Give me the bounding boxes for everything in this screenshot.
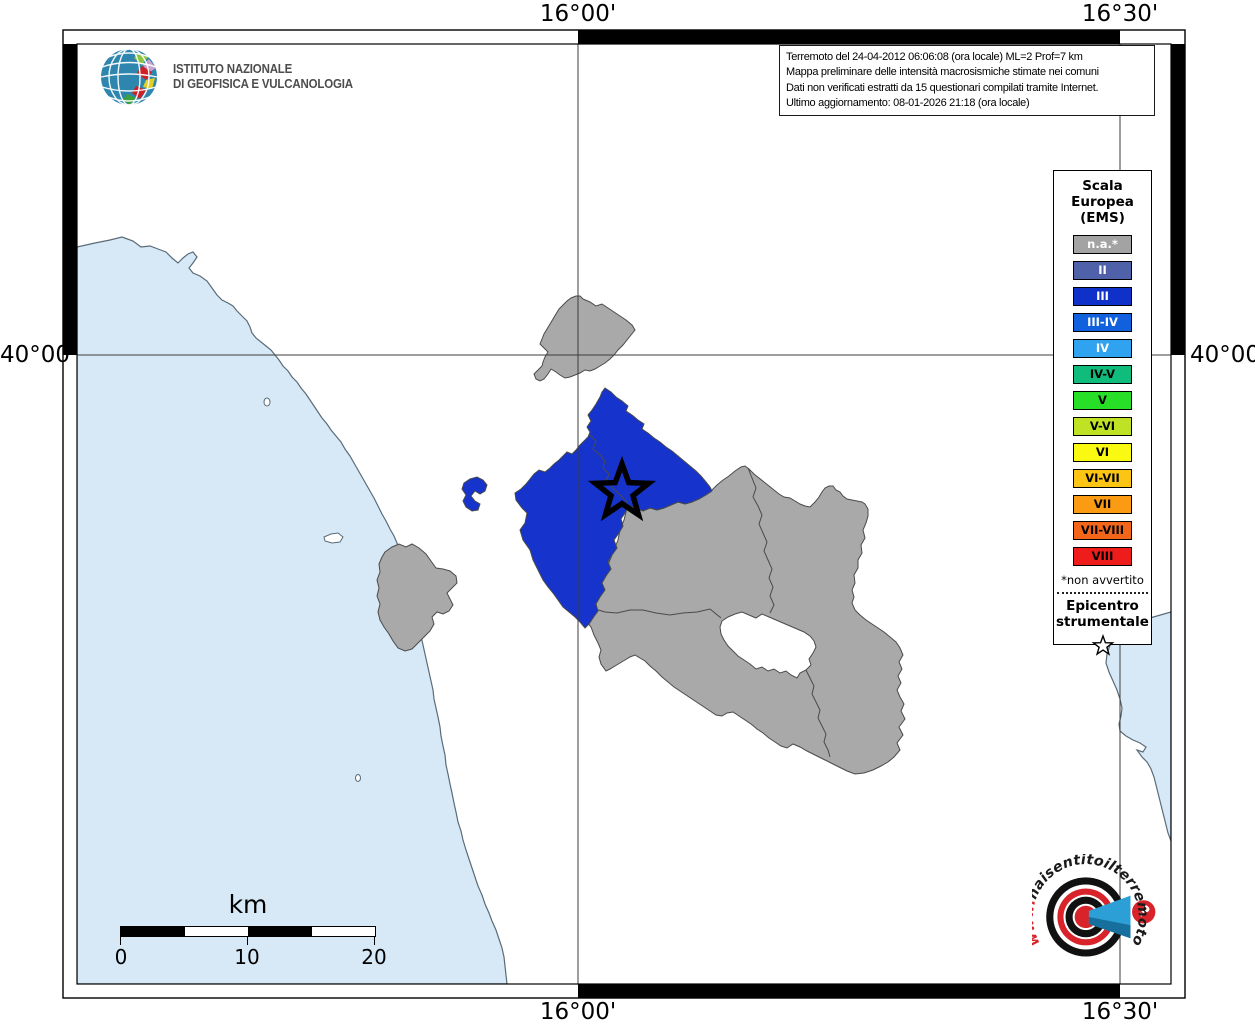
municipality-no-data-west (376, 543, 458, 652)
legend-footnote: *non avvertito (1061, 573, 1144, 587)
legend-swatch-na: n.a.* (1073, 235, 1132, 254)
map-frame (62, 29, 1186, 999)
axis-label-left-40-00: 40°00' (0, 342, 77, 368)
question-mark-icon: ? (1132, 900, 1156, 924)
legend-swatch-iv: IV (1073, 339, 1132, 358)
ingv-name-line2: DI GEOFISICA E VULCANOLOGIA (173, 77, 353, 91)
municipality-enclave-white (719, 611, 817, 679)
legend-swatch-iii: III (1073, 287, 1132, 306)
islet-small-north (263, 397, 271, 407)
legend-epicenter-label: Epicentro strumentale (1056, 598, 1149, 630)
municipality-intensity-iii-exclave (461, 476, 488, 512)
municipality-border-se (805, 669, 831, 758)
bullseye-icon (1046, 877, 1126, 957)
legend-title: Scala Europea (EMS) (1071, 178, 1134, 226)
legend-swatch-vi-vii: VI-VII (1073, 469, 1132, 488)
axis-label-top-16-00: 16°00' (539, 1, 617, 27)
legend-swatch-iii-iv: III-IV (1073, 313, 1132, 332)
legend-divider (1057, 592, 1148, 594)
intensity-legend: Scala Europea (EMS) n.a.* II III III-IV … (1053, 170, 1152, 656)
scale-bar-label-0: 0 (114, 945, 128, 969)
legend-swatch-ii: II (1073, 261, 1132, 280)
scale-bar-label-10: 10 (234, 945, 260, 969)
legend-swatch-vii: VII (1073, 495, 1132, 514)
ingv-globe-icon (100, 48, 158, 106)
earthquake-info-box: Terremoto del 24-04-2012 06:06:08 (ora l… (779, 45, 1155, 116)
scale-bar-ticks (120, 937, 376, 945)
municipality-no-data-north (533, 295, 636, 382)
scale-bar: km 0 10 20 (115, 890, 387, 971)
axis-label-bottom-16-00: 16°00' (539, 999, 617, 1024)
ingv-logo: ISTITUTO NAZIONALE DI GEOFISICA E VULCAN… (100, 46, 369, 108)
info-line-map-type: Mappa preliminare delle intensità macros… (786, 66, 1099, 79)
info-line-data-source: Dati non verificati estratti da 15 quest… (786, 81, 1099, 94)
axis-label-right-40-00: 40°00' (1190, 342, 1255, 368)
megaphone-icon (1088, 895, 1131, 939)
legend-swatch-viii: VIII (1073, 547, 1132, 566)
axis-label-top-16-30: 16°30' (1081, 1, 1159, 27)
islet-coastal (323, 532, 344, 544)
legend-swatch-vii-viii: VII-VIII (1073, 521, 1132, 540)
haisentitoilterremoto-logo: ? www.haisentitoilterremoto.it (1032, 854, 1156, 957)
legend-swatch-vi: VI (1073, 443, 1132, 462)
scale-bar-unit: km (228, 890, 268, 919)
legend-swatch-list: n.a.* II III III-IV IV IV-V V V-VI VI VI… (1054, 235, 1151, 566)
sea-tyrrhenian (77, 236, 508, 984)
legend-swatch-v-vi: V-VI (1073, 417, 1132, 436)
ingv-name-line1: ISTITUTO NAZIONALE (173, 62, 293, 76)
municipality-border-ns (747, 467, 775, 614)
scale-bar-segments (120, 926, 376, 937)
axis-label-bottom-16-30: 16°30' (1081, 999, 1159, 1024)
info-line-updated: Ultimo aggiornamento: 08-01-2026 21:18 (… (786, 97, 1030, 110)
info-line-event: Terremoto del 24-04-2012 06:06:08 (ora l… (786, 51, 1083, 63)
legend-swatch-v: V (1073, 391, 1132, 410)
legend-swatch-iv-v: IV-V (1073, 365, 1132, 384)
municipality-intensity-iii-border (588, 433, 629, 507)
municipality-border-ew (591, 607, 722, 619)
islet-small-south (355, 774, 361, 782)
scale-bar-label-20: 20 (361, 945, 387, 969)
legend-epicenter-star-icon (1091, 633, 1114, 656)
epicenter-star-icon (587, 455, 657, 522)
